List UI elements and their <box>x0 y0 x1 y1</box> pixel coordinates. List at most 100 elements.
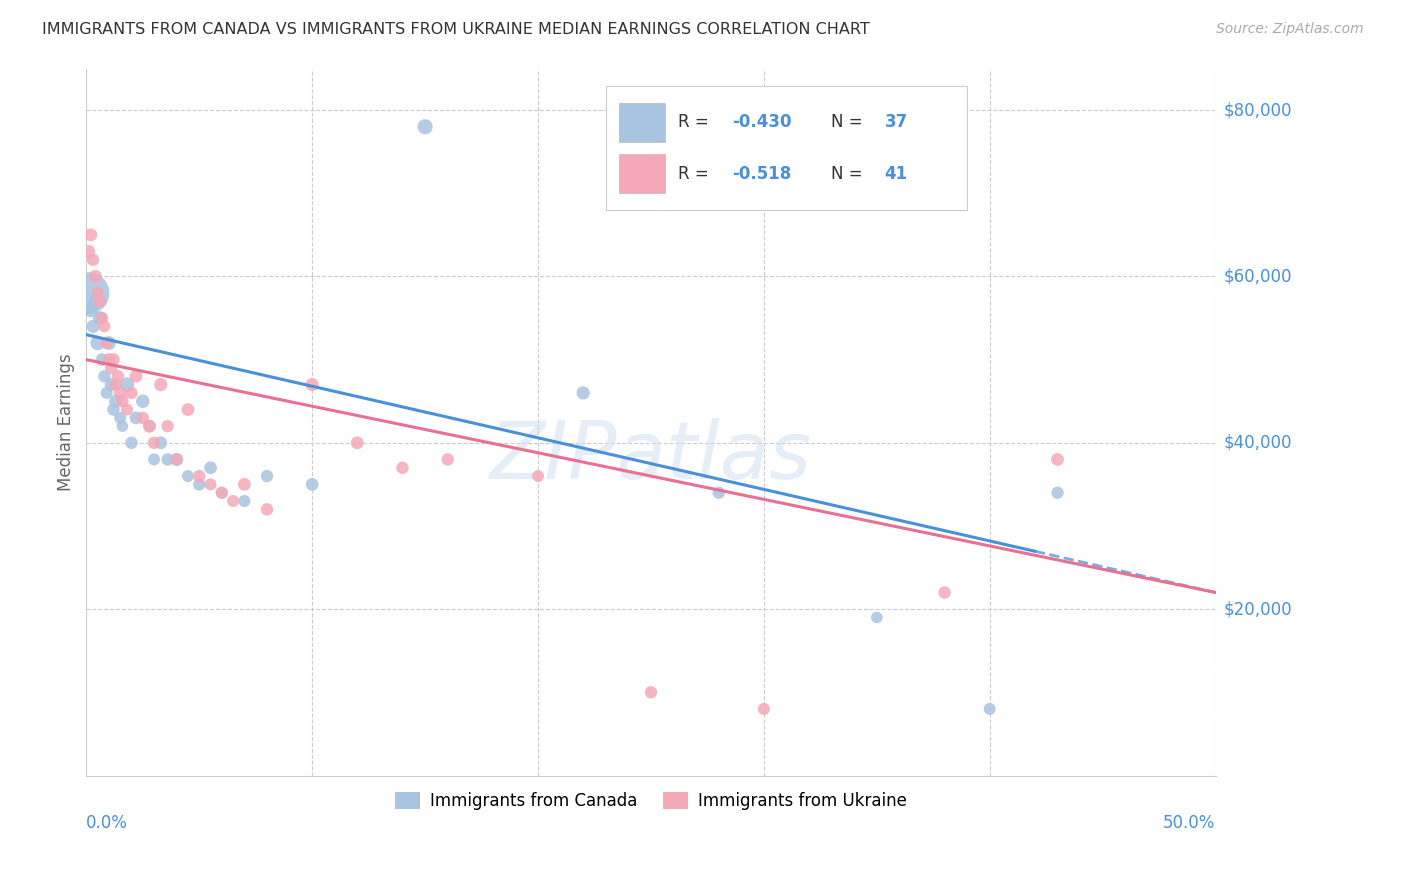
Text: $60,000: $60,000 <box>1225 268 1292 285</box>
Point <box>93 369 115 384</box>
Point <box>166 452 188 467</box>
Point <box>233 494 256 508</box>
Text: Source: ZipAtlas.com: Source: ZipAtlas.com <box>1216 22 1364 37</box>
Point <box>188 477 211 491</box>
Text: R =: R = <box>678 165 720 183</box>
Point <box>82 319 104 334</box>
Point <box>1046 485 1069 500</box>
Point <box>96 385 118 400</box>
Point <box>156 452 179 467</box>
Text: $80,000: $80,000 <box>1225 101 1292 120</box>
Point <box>177 469 200 483</box>
Bar <box>619 103 665 142</box>
Text: -0.430: -0.430 <box>733 113 792 131</box>
Point <box>256 469 278 483</box>
Point <box>77 244 100 259</box>
Point <box>104 377 127 392</box>
Point <box>640 685 662 699</box>
Point <box>100 377 122 392</box>
Point <box>143 435 166 450</box>
Point <box>934 585 956 599</box>
Point <box>121 385 143 400</box>
Point <box>89 311 111 326</box>
Point <box>104 394 127 409</box>
Point <box>211 485 233 500</box>
Point <box>121 435 143 450</box>
Point <box>211 485 233 500</box>
Point <box>97 336 120 351</box>
Point <box>86 286 108 301</box>
Point <box>103 352 125 367</box>
Point <box>125 410 148 425</box>
Point <box>572 385 595 400</box>
Text: 0.0%: 0.0% <box>86 814 128 832</box>
Point <box>188 469 211 483</box>
Point <box>125 369 148 384</box>
Point <box>301 377 323 392</box>
Point <box>84 269 107 284</box>
Point <box>77 286 100 301</box>
Point <box>108 385 131 400</box>
Point <box>107 369 129 384</box>
Point <box>149 435 172 450</box>
Text: IMMIGRANTS FROM CANADA VS IMMIGRANTS FROM UKRAINE MEDIAN EARNINGS CORRELATION CH: IMMIGRANTS FROM CANADA VS IMMIGRANTS FRO… <box>42 22 870 37</box>
Point <box>84 294 107 309</box>
Point <box>108 410 131 425</box>
Point <box>301 477 323 491</box>
Point <box>200 477 222 491</box>
Point <box>1046 452 1069 467</box>
Point <box>86 336 108 351</box>
Text: -0.518: -0.518 <box>733 165 792 183</box>
Point <box>103 402 125 417</box>
Point <box>96 336 118 351</box>
Point <box>752 702 775 716</box>
Point <box>115 402 138 417</box>
Point <box>132 394 155 409</box>
Point <box>149 377 172 392</box>
Point <box>138 419 160 434</box>
Text: R =: R = <box>678 113 714 131</box>
Text: ZIPatlas: ZIPatlas <box>489 418 813 496</box>
Point <box>200 460 222 475</box>
Point <box>391 460 413 475</box>
Point <box>177 402 200 417</box>
Point <box>80 227 103 242</box>
Point <box>256 502 278 516</box>
Legend: Immigrants from Canada, Immigrants from Ukraine: Immigrants from Canada, Immigrants from … <box>388 785 914 817</box>
Text: N =: N = <box>831 113 868 131</box>
Text: $20,000: $20,000 <box>1225 600 1292 618</box>
Point <box>89 294 111 309</box>
Point <box>143 452 166 467</box>
Point <box>222 494 245 508</box>
Point <box>156 419 179 434</box>
Text: 41: 41 <box>884 165 908 183</box>
Point <box>80 302 103 317</box>
Point <box>527 469 550 483</box>
Point <box>346 435 368 450</box>
Point <box>93 319 115 334</box>
Point <box>979 702 1001 716</box>
Point <box>91 352 114 367</box>
Point <box>91 311 114 326</box>
Point <box>111 419 134 434</box>
Point <box>436 452 458 467</box>
Text: $40,000: $40,000 <box>1225 434 1292 452</box>
Point <box>138 419 160 434</box>
Text: 37: 37 <box>884 113 908 131</box>
Point <box>132 410 155 425</box>
Point <box>97 352 120 367</box>
Bar <box>619 154 665 194</box>
Y-axis label: Median Earnings: Median Earnings <box>58 353 75 491</box>
Point <box>707 485 730 500</box>
Point <box>111 394 134 409</box>
Point <box>82 252 104 267</box>
Point <box>866 610 889 624</box>
Text: N =: N = <box>831 165 868 183</box>
Point <box>166 452 188 467</box>
FancyBboxPatch shape <box>606 87 967 210</box>
Point <box>100 361 122 376</box>
Point <box>233 477 256 491</box>
Point <box>413 120 436 134</box>
Point <box>115 377 138 392</box>
Text: 50.0%: 50.0% <box>1163 814 1216 832</box>
